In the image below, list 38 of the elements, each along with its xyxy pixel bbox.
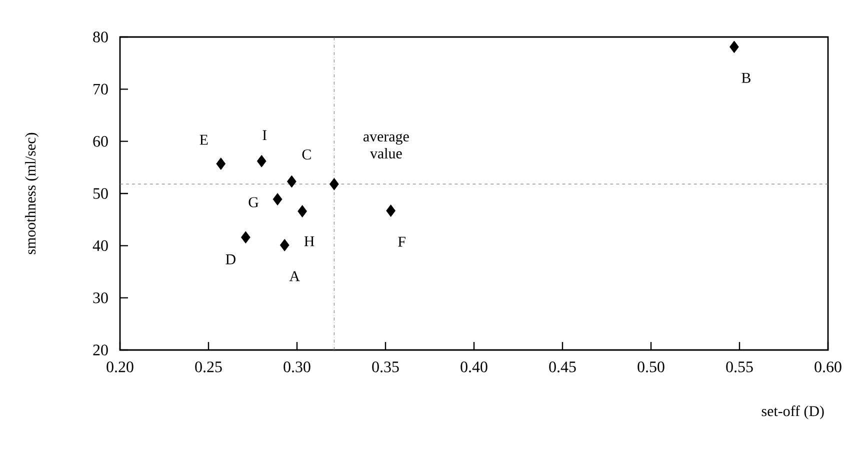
point (298, 205, 307, 218)
x-tick-label: 0.50 (638, 362, 664, 372)
x-tick-label: 0.30 (284, 362, 310, 372)
annotation: F (398, 236, 406, 247)
point (730, 40, 739, 54)
annotation: H (304, 236, 314, 246)
point (329, 178, 339, 190)
y-tick-label: 30 (93, 292, 108, 304)
y-tick-label: 50 (93, 188, 108, 199)
annotation: B (742, 73, 750, 83)
x-tick-label: 0.40 (460, 362, 488, 372)
point (280, 238, 290, 252)
x-tick-label: 0.60 (814, 362, 842, 372)
annotation: E (200, 134, 208, 145)
point (272, 193, 282, 206)
x-axis-title: set-off (D) (762, 406, 824, 420)
y-tick-label: 40 (92, 240, 108, 252)
y-axis-title: smoothness (ml/sec) (25, 132, 39, 254)
point (216, 158, 226, 170)
annotation: C (302, 149, 311, 160)
point (287, 175, 296, 188)
annotation: average value (363, 134, 409, 158)
point (386, 204, 396, 217)
annotation: I (262, 130, 267, 140)
point (256, 154, 266, 168)
y-tick-label: 20 (93, 344, 108, 356)
point (240, 231, 250, 244)
x-tick-label: 0.20 (106, 362, 134, 372)
y-tick-label: 70 (94, 84, 108, 95)
annotation: D (226, 254, 236, 264)
y-tick-label: 60 (93, 136, 108, 147)
annotation: G (248, 197, 258, 208)
x-tick-label: 0.55 (726, 362, 753, 372)
x-tick-label: 0.35 (372, 362, 399, 372)
annotation: A (289, 271, 300, 282)
y-tick-label: 80 (93, 32, 108, 42)
x-tick-label: 0.25 (195, 362, 222, 372)
x-tick-label: 0.45 (549, 362, 576, 372)
